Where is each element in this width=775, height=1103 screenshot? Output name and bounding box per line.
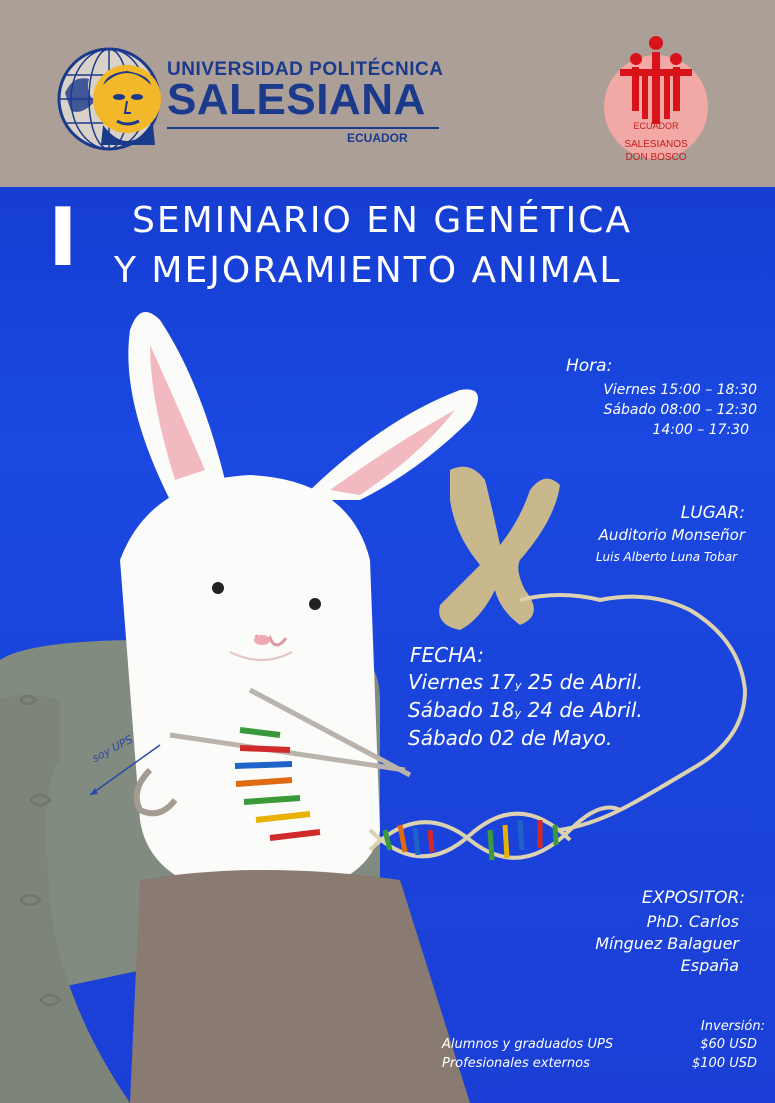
title-line1: SEMINARIO EN GENÉTICA: [132, 200, 633, 241]
lugar-line2: Luis Alberto Luna Tobar: [595, 550, 737, 564]
expositor-label: EXPOSITOR:: [641, 888, 745, 908]
fecha-rest: 25 de Abril.: [527, 670, 644, 694]
fecha-day: Sábado 18: [408, 698, 515, 722]
inversion-label: Inversión:: [700, 1019, 765, 1034]
fecha-day: Sábado 02 de Mayo.: [408, 726, 613, 750]
expositor-line: Mínguez Balaguer: [595, 934, 739, 953]
people-icon: [620, 36, 692, 124]
sdb-logo: ECUADOR SALESIANOS DON BOSCO: [600, 35, 712, 175]
lugar-line1: Auditorio Monseñor: [598, 526, 745, 544]
saint-portrait-icon: [93, 65, 161, 145]
ups-divider: [167, 127, 439, 129]
edition-numeral: I: [48, 191, 78, 284]
sdb-name-line1: SALESIANOS: [624, 139, 688, 150]
fecha-line: Sábado 02 de Mayo.: [408, 726, 612, 750]
sdb-name-line2: DON BOSCO: [625, 152, 687, 163]
globe-icon: [57, 47, 161, 151]
ups-logo: UNIVERSIDAD POLITÉCNICA SALESIANA ECUADO…: [55, 45, 445, 155]
inversion-price: $100 USD: [692, 1056, 757, 1071]
fecha-line: Viernes 17y 25 de Abril.: [408, 670, 643, 694]
lugar-label: LUGAR:: [680, 503, 745, 523]
fecha-line: Sábado 18y 24 de Abril.: [408, 698, 643, 722]
rabbit-icon: [120, 312, 478, 900]
hora-line: 14:00 – 17:30: [652, 422, 749, 438]
fecha-y: y: [514, 679, 522, 692]
ups-country: ECUADOR: [347, 131, 408, 145]
hora-label: Hora:: [566, 356, 613, 376]
ups-name: SALESIANA: [167, 75, 426, 124]
inversion-who: Profesionales externos: [442, 1056, 590, 1071]
expositor-line: España: [680, 956, 739, 975]
header-band: UNIVERSIDAD POLITÉCNICA SALESIANA ECUADO…: [0, 0, 775, 187]
sdb-country: ECUADOR: [633, 121, 679, 131]
inversion-price: $60 USD: [700, 1037, 757, 1052]
fecha-rest: 24 de Abril.: [527, 698, 643, 722]
hora-line: Viernes 15:00 – 18:30: [603, 382, 757, 398]
ups-top-line: UNIVERSIDAD POLITÉCNICA: [167, 59, 444, 80]
dna-helix-icon: [234, 593, 748, 861]
fecha-y: y: [514, 707, 522, 720]
fecha-day: Viernes 17: [408, 670, 515, 694]
chromosome-icon: [439, 466, 560, 630]
fecha-label: FECHA:: [410, 643, 484, 667]
title-line2: Y MEJORAMIENTO ANIMAL: [114, 250, 622, 291]
hora-line: Sábado 08:00 – 12:30: [603, 402, 757, 418]
inversion-who: Alumnos y graduados UPS: [442, 1037, 614, 1052]
expositor-line: PhD. Carlos: [646, 912, 739, 931]
